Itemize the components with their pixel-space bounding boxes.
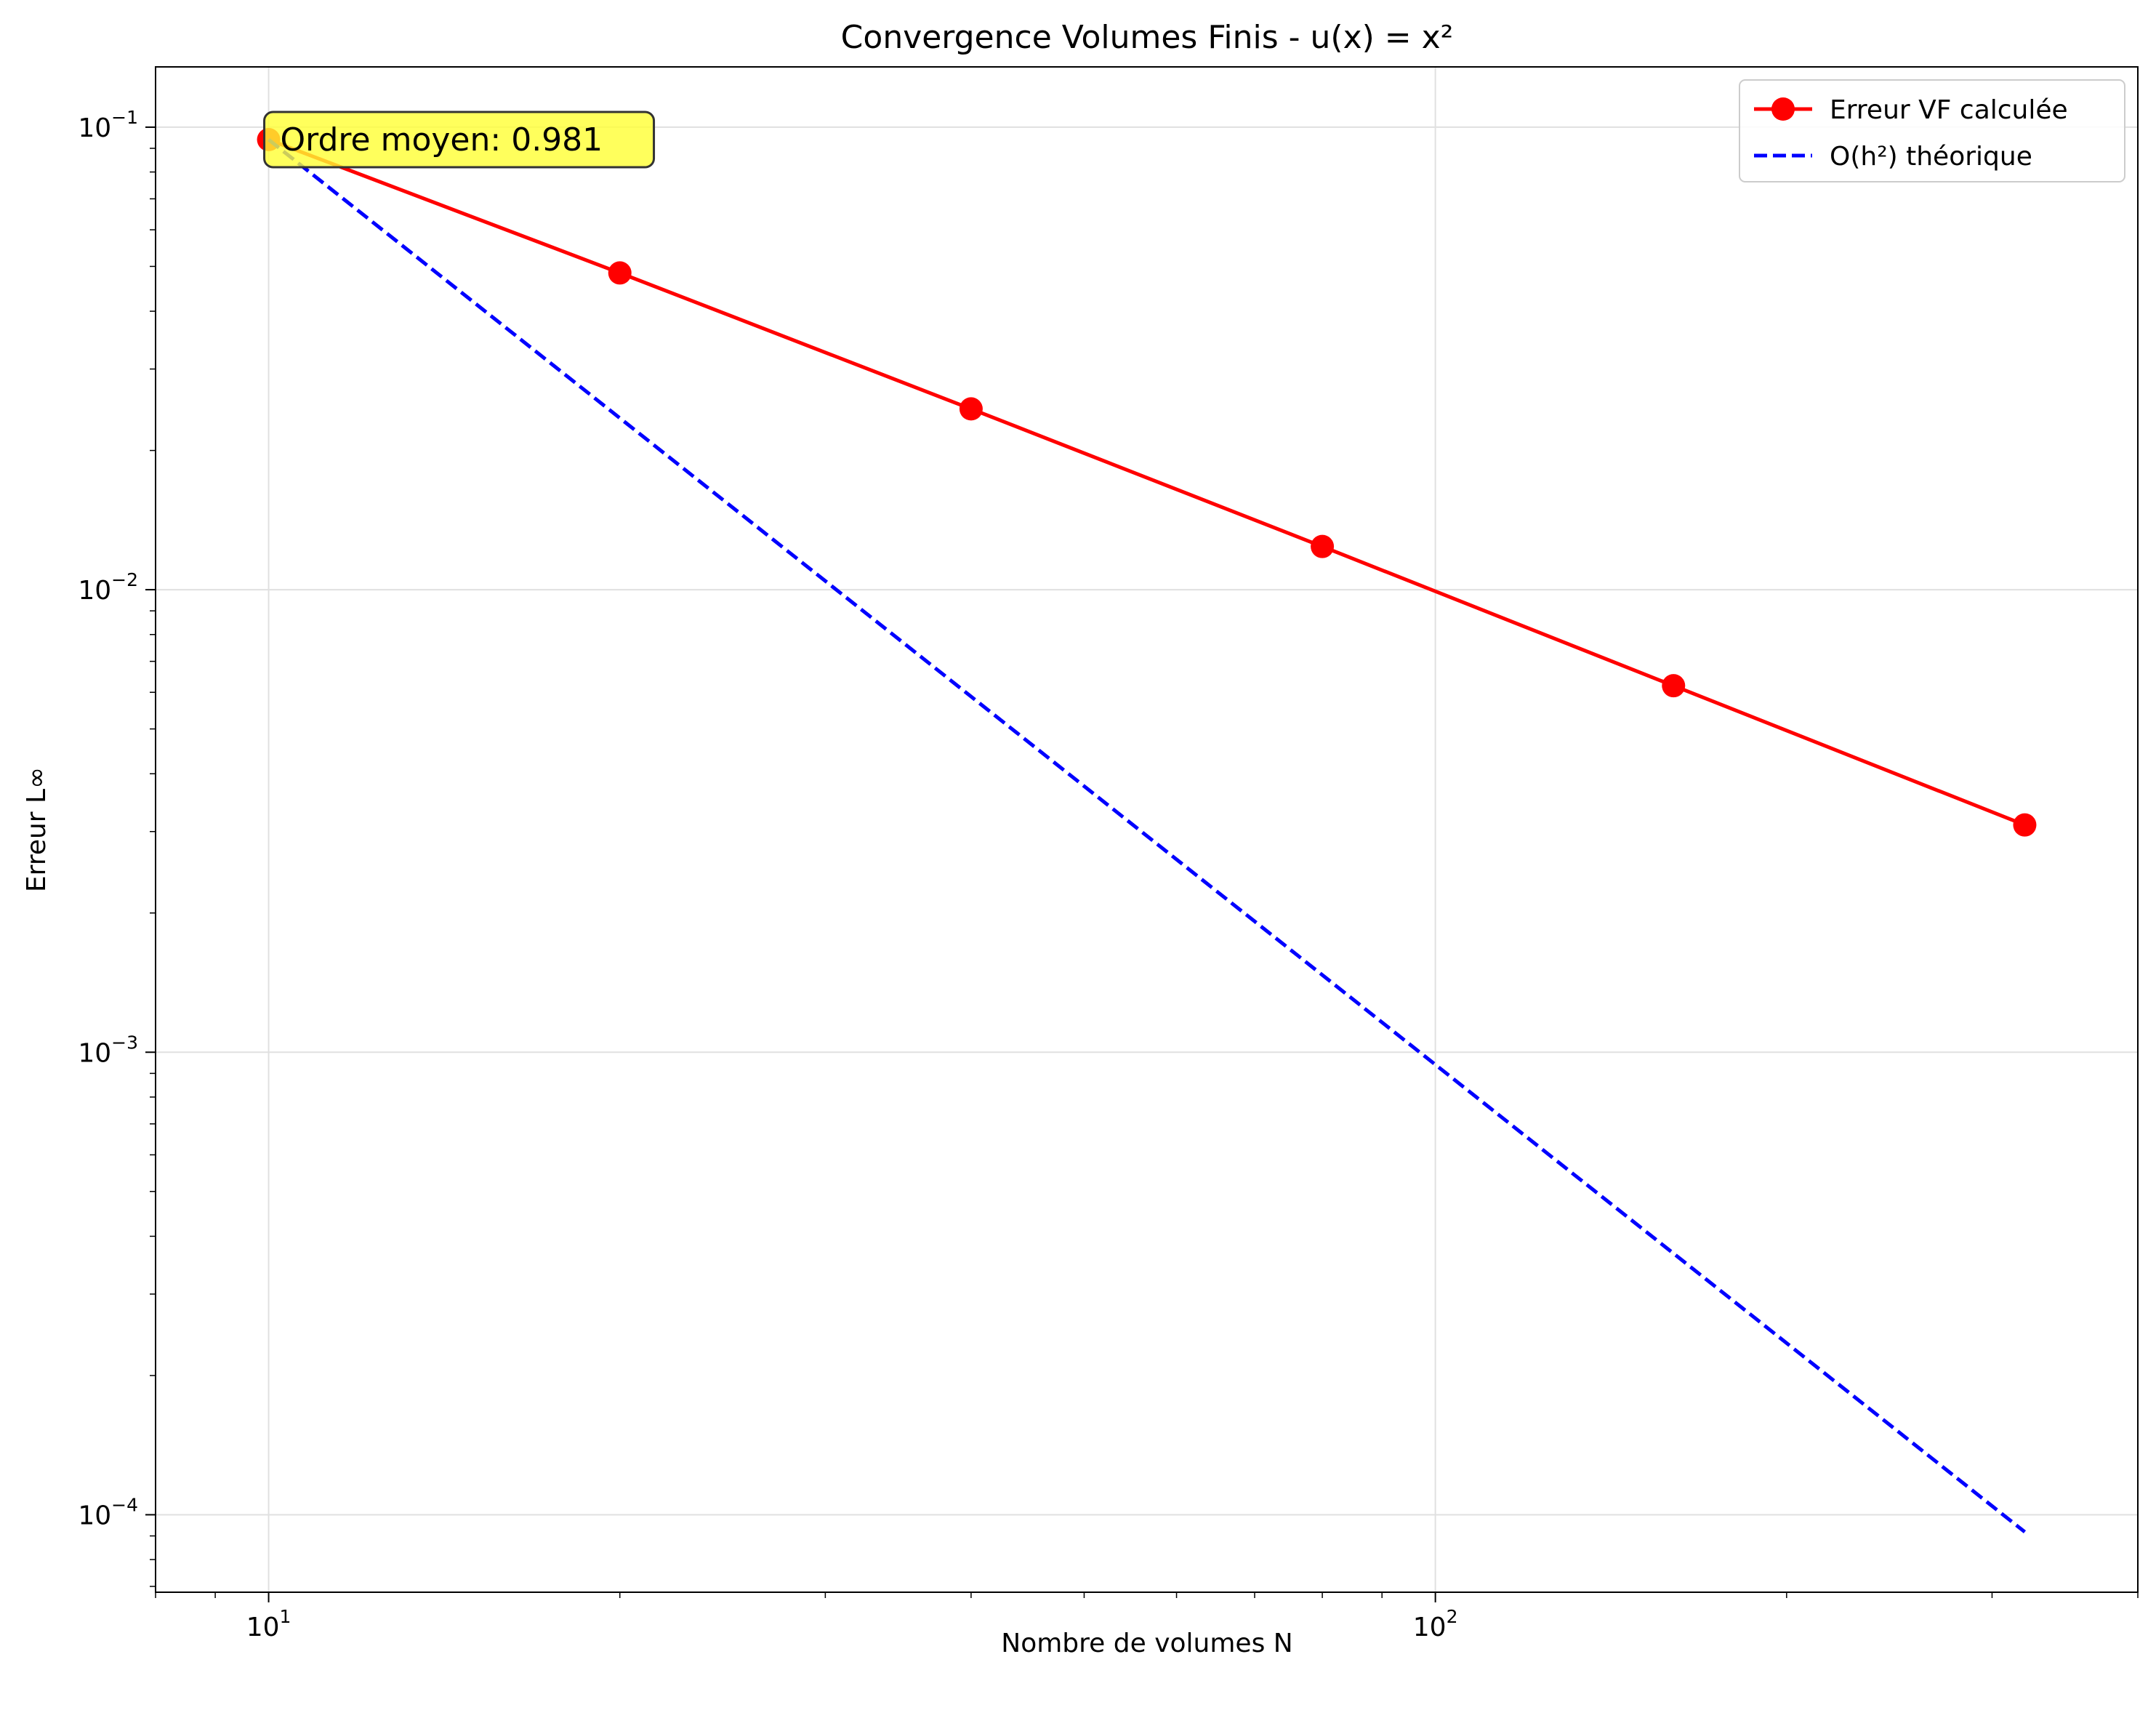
series-line-1 [267,138,2027,1534]
y-tick-label: 10−2 [78,569,138,606]
series-line-0 [268,137,2026,827]
x-tick-label: 101 [246,1606,291,1642]
y-axis-label: Erreur L∞ [22,767,52,892]
y-tick-label: 10−3 [78,1032,138,1068]
x-tick-label: 102 [1413,1606,1458,1642]
legend-box [1739,79,2125,182]
data-point [608,261,632,285]
annotation: Ordre moyen: 0.981 [263,111,656,169]
x-axis-label: Nombre de volumes N [1001,1629,1292,1658]
annotation-text: Ordre moyen: 0.981 [281,121,603,158]
grid-lines [156,67,2138,1592]
data-point [1311,534,1335,558]
legend: Erreur VF calculée O(h²) théorique [1739,79,2125,182]
plot-frame [155,66,2139,1593]
y-tick-label: 10−1 [78,107,138,143]
chart-title: Convergence Volumes Finis - u(x) = x² [841,19,1454,56]
legend-label-0: Erreur VF calculée [1830,95,2068,125]
series-layer [257,128,2037,1534]
legend-marker-0 [1771,97,1795,121]
y-tick-label: 10−4 [78,1494,138,1530]
data-point [2013,813,2037,837]
data-point [959,397,983,421]
data-point [1662,674,1686,698]
legend-label-1: O(h²) théorique [1830,142,2032,172]
axis-ticks: 101 102 10−1 10−2 10−3 10−4 [78,107,2139,1642]
annotation-box [263,111,656,169]
